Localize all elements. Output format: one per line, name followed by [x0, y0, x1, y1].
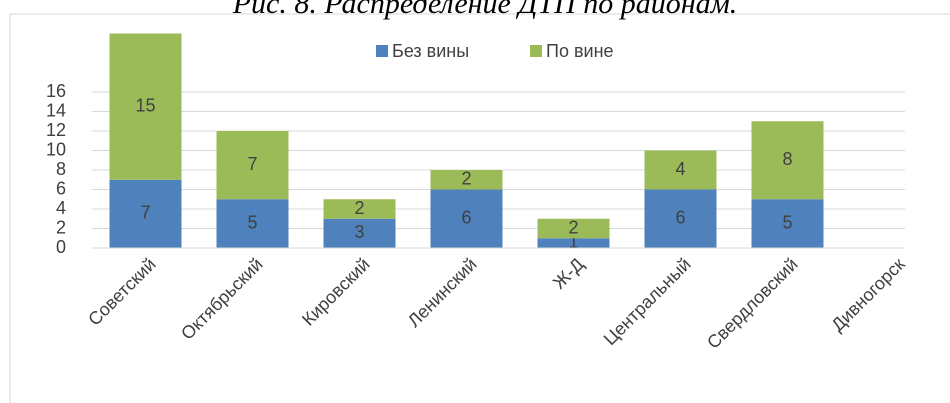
bar-segment — [751, 121, 824, 200]
bar-segment — [644, 189, 717, 248]
legend-swatch — [530, 45, 542, 57]
legend-swatch — [376, 45, 388, 57]
chart-frame — [9, 13, 950, 403]
legend-label: Без вины — [392, 41, 469, 61]
x-tick-label: Дивногорск — [827, 254, 908, 335]
bar-segment — [216, 131, 289, 200]
bar-segment — [323, 199, 396, 219]
x-tick-label: Свердловский — [703, 254, 802, 353]
x-tick-label: Ж-Д — [549, 254, 588, 293]
data-label: 7 — [140, 203, 150, 223]
y-tick-label: 2 — [56, 217, 66, 237]
data-label: 2 — [354, 198, 364, 218]
data-label: 6 — [461, 208, 471, 228]
data-label: 3 — [354, 222, 364, 242]
data-label: 2 — [568, 217, 578, 237]
y-tick-label: 14 — [46, 100, 66, 120]
data-label: 6 — [675, 208, 685, 228]
bar-segment — [430, 170, 503, 190]
y-tick-label: 4 — [56, 198, 66, 218]
bar-segment — [323, 218, 396, 248]
legend-label: По вине — [546, 41, 614, 61]
bar-segment — [537, 218, 610, 239]
data-label: 1 — [568, 232, 578, 252]
chart-title: Рис. 8. Распределение ДТП по районам. — [232, 0, 738, 20]
data-label: 7 — [247, 154, 257, 174]
y-tick-label: 16 — [46, 81, 66, 101]
data-label: 8 — [782, 149, 792, 169]
data-label: 5 — [782, 212, 792, 232]
data-label: 5 — [247, 212, 257, 232]
bar-segment — [430, 189, 503, 248]
bar-segment — [537, 238, 610, 248]
y-tick-label: 0 — [56, 237, 66, 257]
bar-segment — [109, 33, 182, 180]
data-label: 15 — [135, 95, 155, 115]
x-tick-label: Октябрьский — [177, 254, 267, 344]
x-tick-label: Кировский — [298, 254, 374, 330]
bar-segment — [109, 179, 182, 248]
y-tick-label: 8 — [56, 159, 66, 179]
y-tick-label: 12 — [46, 120, 66, 140]
bar-segment — [216, 199, 289, 248]
data-label: 4 — [675, 159, 685, 179]
bar-segment — [644, 150, 717, 190]
x-tick-label: Советский — [84, 254, 160, 330]
bar-segment — [751, 199, 824, 248]
y-tick-label: 6 — [56, 178, 66, 198]
x-tick-label: Ленинский — [404, 254, 481, 331]
data-label: 2 — [461, 169, 471, 189]
x-tick-label: Центральный — [600, 254, 695, 349]
y-tick-label: 10 — [46, 139, 66, 159]
